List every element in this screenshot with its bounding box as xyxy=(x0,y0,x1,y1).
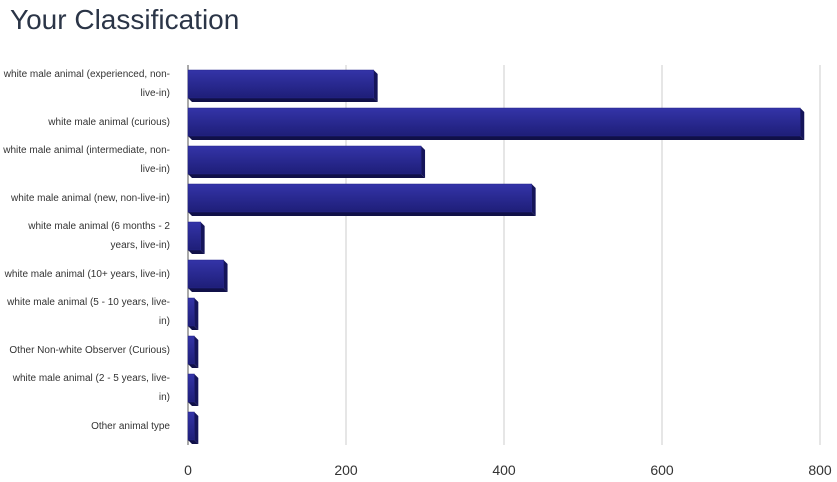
y-tick-label: white male animal (curious) xyxy=(2,103,170,141)
bar-bottom xyxy=(188,402,199,406)
bar-bottom xyxy=(188,174,426,178)
y-tick-label: white male animal (experienced, non-live… xyxy=(2,65,170,103)
bar xyxy=(187,221,201,251)
category-text: white male animal (new, non-live-in) xyxy=(11,192,170,204)
bar-bottom xyxy=(188,212,536,216)
bar xyxy=(187,183,532,213)
bar-side xyxy=(194,298,199,330)
y-tick-label: white male animal (new, non-live-in) xyxy=(2,179,170,217)
category-text: white male animal (curious) xyxy=(48,116,170,128)
y-tick-label: white male animal (6 months - 2 years, l… xyxy=(2,217,170,255)
bar xyxy=(187,69,374,99)
category-text: Other Non-white Observer (Curious) xyxy=(9,344,170,356)
bar xyxy=(187,411,195,441)
bar-bottom xyxy=(188,136,805,140)
chart-title: Your Classification xyxy=(10,4,240,35)
bar-bottom xyxy=(188,364,199,368)
bar xyxy=(187,335,195,365)
category-text: white male animal (experienced, non-live… xyxy=(3,69,170,99)
bar xyxy=(187,373,195,403)
bar-bottom xyxy=(188,288,228,292)
y-tick-label: Other Non-white Observer (Curious) xyxy=(2,331,170,369)
category-text: white male animal (intermediate, non-liv… xyxy=(3,145,170,175)
bar-side xyxy=(373,70,378,102)
x-tick-label: 800 xyxy=(808,462,832,478)
bar xyxy=(187,107,801,137)
category-text: Other animal type xyxy=(91,420,170,432)
bar-side xyxy=(531,184,536,216)
x-tick-label: 0 xyxy=(184,462,192,478)
bar-side xyxy=(800,108,805,140)
bar-side xyxy=(223,260,228,292)
x-tick-label: 400 xyxy=(492,462,516,478)
y-tick-label: white male animal (10+ years, live-in) xyxy=(2,255,170,293)
x-tick-label: 600 xyxy=(650,462,674,478)
y-tick-label: white male animal (2 - 5 years, live-in) xyxy=(2,369,170,407)
bar-side xyxy=(194,412,199,444)
bar-side xyxy=(194,374,199,406)
bar xyxy=(187,145,422,175)
bar-bottom xyxy=(188,98,378,102)
bar-side xyxy=(194,336,199,368)
bar-bottom xyxy=(188,440,199,444)
bar-side xyxy=(421,146,426,178)
bar xyxy=(187,297,195,327)
y-tick-label: Other animal type xyxy=(2,407,170,445)
category-text: white male animal (6 months - 2 years, l… xyxy=(28,221,170,251)
category-text: white male animal (10+ years, live-in) xyxy=(4,268,170,280)
y-tick-label: white male animal (5 - 10 years, live-in… xyxy=(2,293,170,331)
category-text: white male animal (5 - 10 years, live-in… xyxy=(7,297,170,327)
bar-bottom xyxy=(188,250,205,254)
x-tick-label: 200 xyxy=(334,462,358,478)
category-text: white male animal (2 - 5 years, live-in) xyxy=(12,373,170,403)
bar-bottom xyxy=(188,326,199,330)
bar-side xyxy=(200,222,205,254)
bar xyxy=(187,259,224,289)
y-tick-label: white male animal (intermediate, non-liv… xyxy=(2,141,170,179)
